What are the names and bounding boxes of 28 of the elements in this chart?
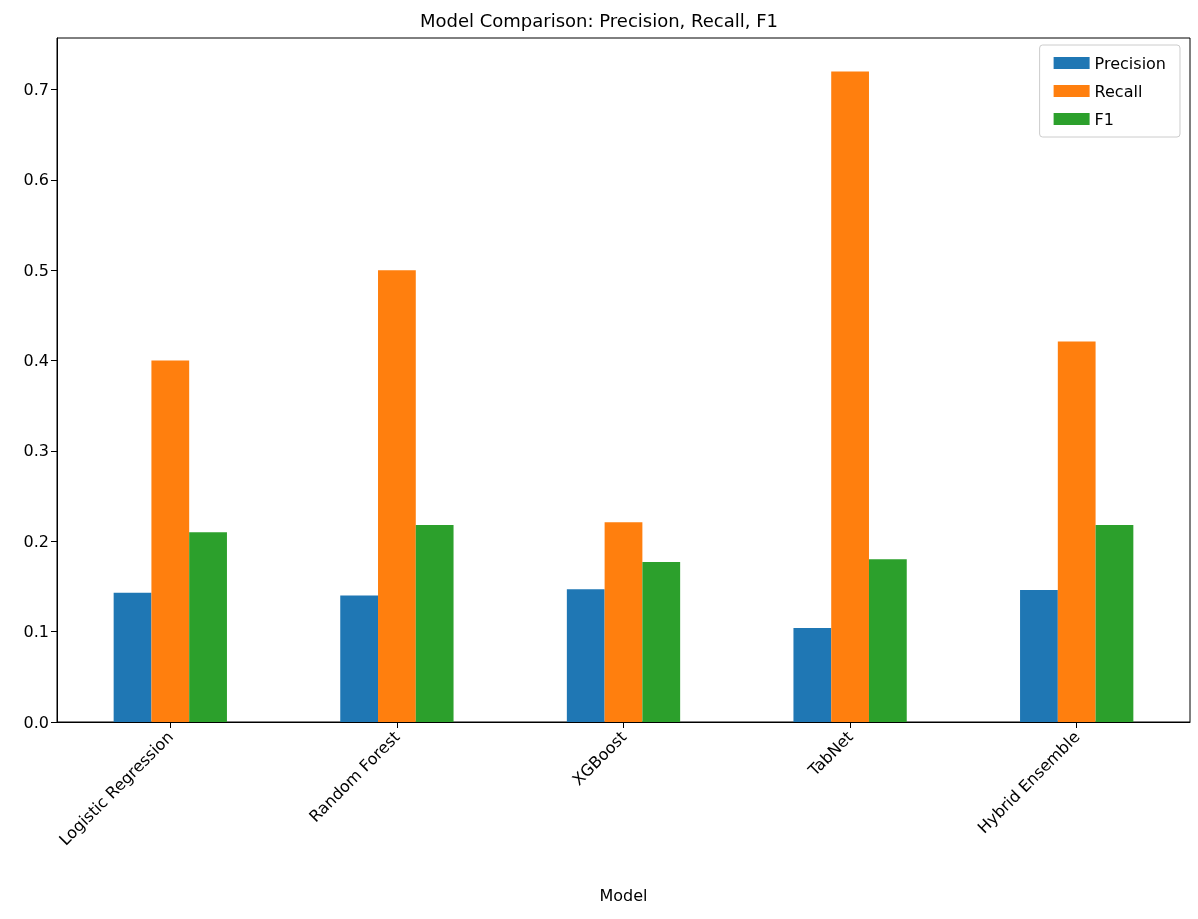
bar	[415, 525, 454, 722]
bar	[151, 360, 190, 722]
bar	[378, 270, 416, 722]
bar	[566, 589, 605, 722]
y-tick-label: 0.6	[23, 170, 49, 190]
y-tick-label: 0.7	[23, 80, 49, 99]
y-tick-label: 0.5	[23, 260, 49, 280]
bar	[831, 71, 869, 722]
bar	[604, 522, 643, 722]
bar	[113, 592, 152, 722]
chart-title: Model Comparison: Precision, Recall, F1	[419, 9, 779, 31]
bar	[793, 628, 832, 722]
bar	[868, 559, 907, 722]
legend-label: Precision	[1094, 53, 1166, 73]
y-tick-label: 0.0	[23, 712, 49, 732]
legend-label: Recall	[1094, 81, 1143, 101]
bar	[1057, 341, 1096, 722]
x-axis-title: Model	[599, 885, 648, 905]
bar	[1095, 525, 1134, 722]
y-tick-label: 0.4	[23, 351, 49, 371]
y-tick-label: 0.2	[23, 531, 49, 551]
bar	[189, 532, 227, 722]
y-tick-label: 0.1	[23, 622, 49, 642]
y-tick-label: 0.3	[23, 441, 49, 461]
legend-label: F1	[1094, 109, 1114, 129]
bar	[642, 562, 681, 722]
bar	[340, 595, 379, 722]
bar	[1020, 590, 1058, 722]
